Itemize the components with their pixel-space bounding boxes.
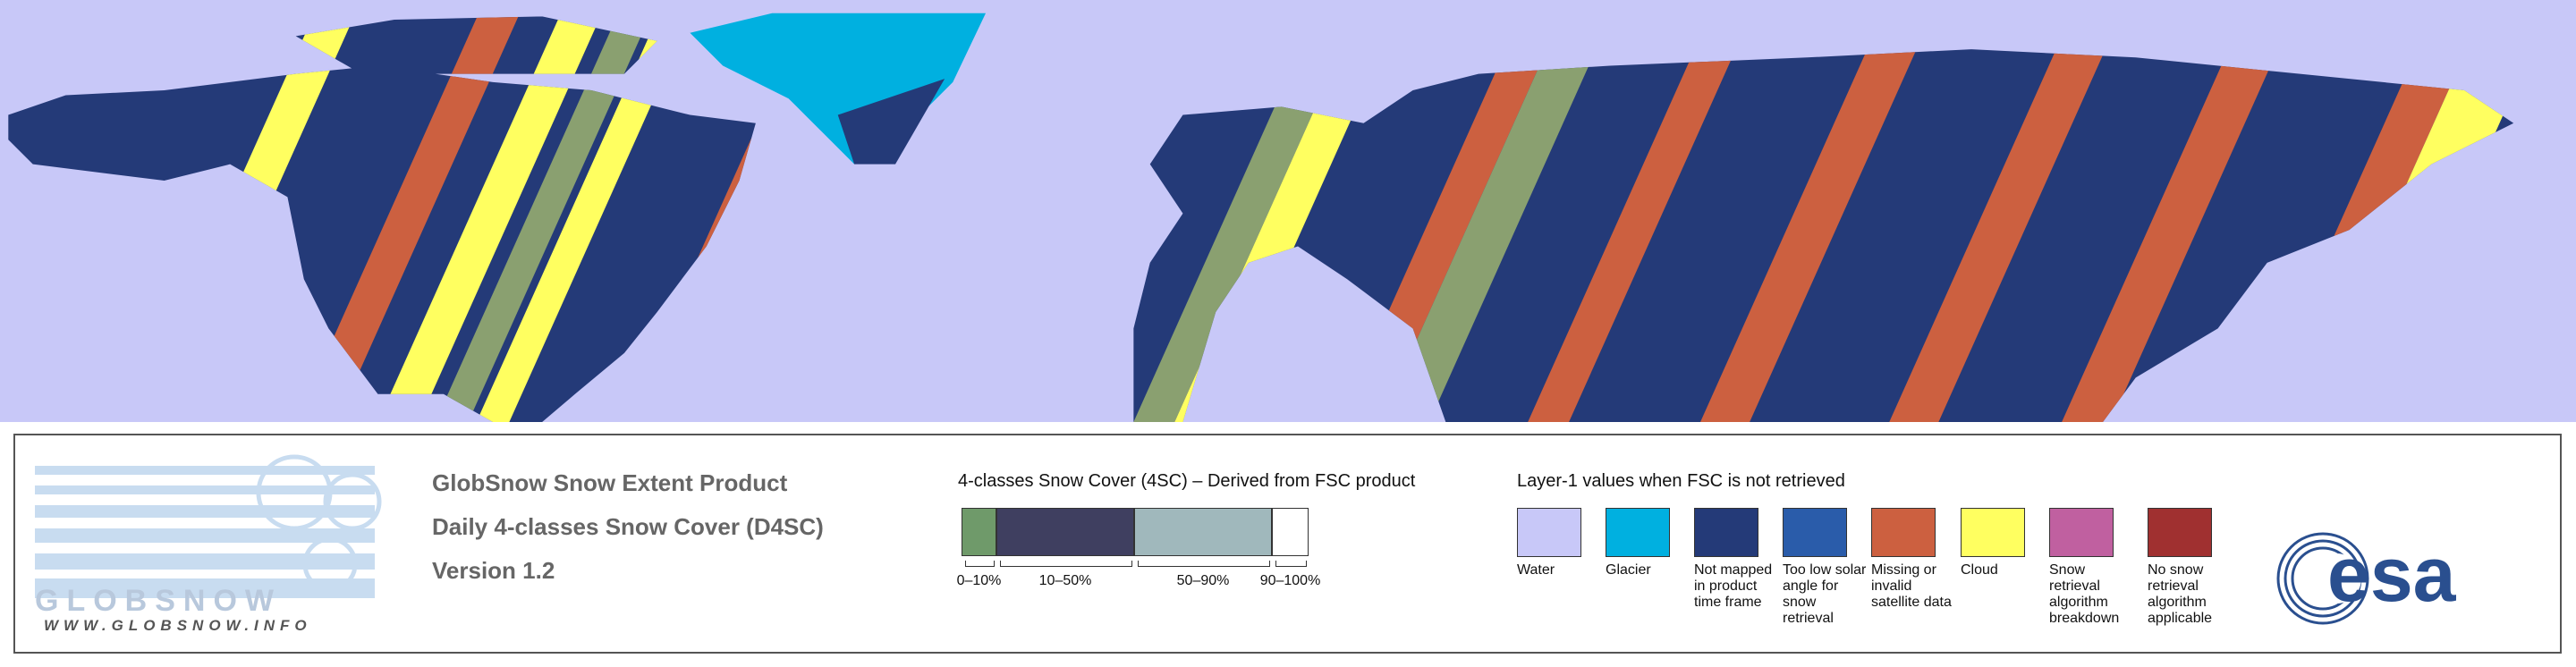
esa-logo: esa	[2276, 532, 2457, 625]
globsnow-logo: GLOBSNOW WWW.GLOBSNOW.INFO	[35, 454, 382, 634]
legend-label: No snow retrieval algorithm applicable	[2148, 562, 2213, 626]
legend-swatch	[1871, 508, 1936, 557]
legend-swatch	[2148, 508, 2212, 557]
legend-label: Cloud	[1961, 562, 1998, 578]
scale-bracket	[1138, 561, 1270, 567]
scale-bracket	[1275, 561, 1307, 567]
legend-swatch	[1517, 508, 1581, 557]
scale-segment	[1272, 508, 1309, 556]
legend-label: Glacier	[1606, 562, 1651, 578]
snow-map	[0, 0, 2576, 422]
scale-label: 90–100%	[1259, 573, 1321, 588]
scale-bar: 0–10% 10–50% 50–90% 90–100%	[957, 435, 1320, 614]
product-title: GlobSnow Snow Extent Product	[432, 469, 788, 496]
scale-segment	[996, 508, 1134, 556]
legend: GLOBSNOW WWW.GLOBSNOW.INFO GlobSnow Snow…	[13, 434, 2562, 654]
logo-name: GLOBSNOW	[35, 584, 282, 618]
layer1-title: Layer-1 values when FSC is not retrieved	[1517, 471, 1845, 491]
legend-swatch	[1783, 508, 1847, 557]
layer1-items: Water Glacier Not mapped in product time f…	[1517, 435, 2233, 650]
scale-label: 0–10%	[956, 573, 1002, 588]
scale-segment	[962, 508, 996, 556]
scale-title: 4-classes Snow Cover (4SC) – Derived fro…	[958, 471, 1416, 491]
legend-swatch	[1606, 508, 1670, 557]
legend-label: Not mapped in product time frame	[1694, 562, 1773, 610]
scale-segment	[1134, 508, 1272, 556]
scale-label: 50–90%	[1176, 573, 1230, 588]
esa-text: esa	[2327, 532, 2457, 618]
logo-url: WWW.GLOBSNOW.INFO	[44, 617, 312, 634]
legend-label: Water	[1517, 562, 1555, 578]
legend-swatch	[1694, 508, 1758, 557]
legend-swatch	[1961, 508, 2025, 557]
legend-label: Snow retrieval algorithm breakdown	[2049, 562, 2120, 626]
scale-bracket	[1000, 561, 1132, 567]
greenland-strip	[837, 79, 945, 165]
greenland	[690, 13, 987, 165]
scale-bracket	[965, 561, 995, 567]
legend-label: Too low solar angle for snow retrieval	[1783, 562, 1867, 626]
product-version: Version 1.2	[432, 557, 555, 584]
legend-label: Missing or invalid satellite data	[1871, 562, 1952, 610]
scale-label: 10–50%	[1038, 573, 1092, 588]
product-subtitle: Daily 4-classes Snow Cover (D4SC)	[432, 513, 824, 540]
legend-swatch	[2049, 508, 2114, 557]
